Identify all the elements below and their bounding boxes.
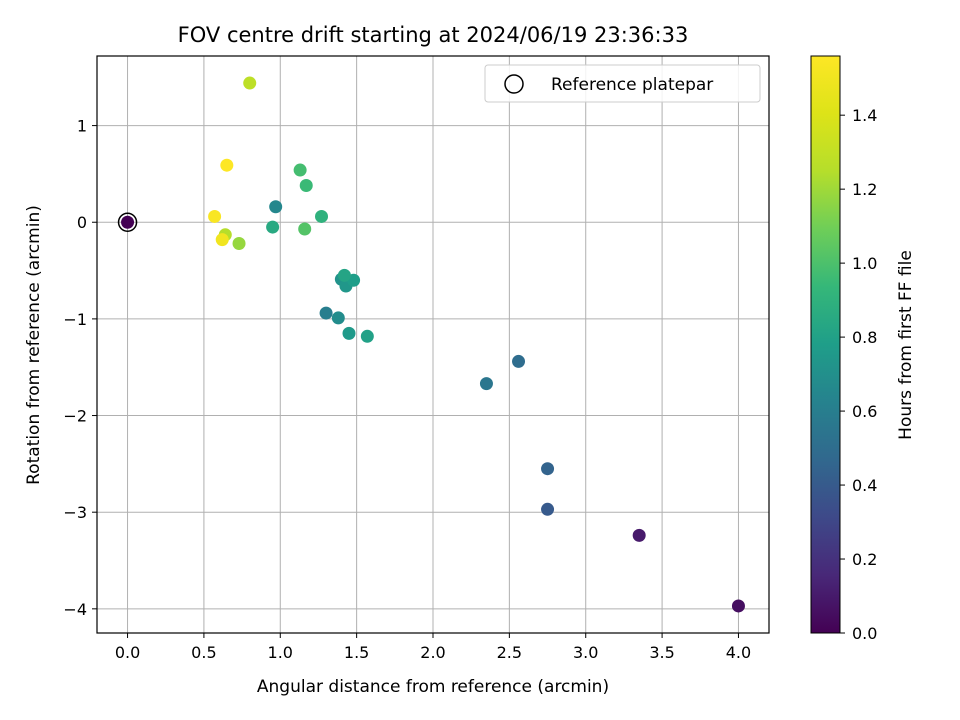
colorbar-tick-label: 0.2 — [852, 550, 877, 569]
colorbar — [810, 55, 841, 634]
data-point — [266, 220, 280, 234]
data-point — [632, 528, 646, 542]
colorbar-tick-label: 0.6 — [852, 402, 877, 421]
data-point — [243, 76, 257, 90]
x-tick-label: 2.5 — [497, 643, 522, 662]
legend-marker — [504, 74, 524, 94]
chart-title: FOV centre drift starting at 2024/06/19 … — [178, 23, 689, 47]
reference-marker — [117, 212, 138, 232]
y-tick-label: −1 — [63, 310, 87, 329]
data-point — [232, 237, 246, 251]
colorbar-ticks: 0.0 0.2 0.4 0.6 0.8 1.0 1.2 1.4 — [840, 106, 877, 643]
colorbar-tick-label: 1.4 — [852, 106, 877, 125]
data-point — [337, 268, 351, 282]
data-point — [215, 233, 229, 247]
colorbar-tick-label: 1.2 — [852, 180, 877, 199]
data-point — [299, 179, 313, 193]
data-point — [293, 163, 307, 177]
y-tick-label: −4 — [63, 600, 87, 619]
data-point — [298, 222, 312, 236]
legend: Reference platepar — [484, 64, 761, 103]
colorbar-tick-label: 0.4 — [852, 476, 877, 495]
legend-entry: Reference platepar — [551, 75, 713, 95]
x-tick-label: 3.5 — [649, 643, 674, 662]
data-points — [121, 76, 745, 613]
y-axis-label: Rotation from reference (arcmin) — [24, 205, 44, 485]
data-point — [360, 329, 374, 343]
colorbar-label: Hours from first FF file — [896, 250, 916, 440]
data-point — [731, 599, 745, 613]
y-tick-label: −3 — [63, 503, 87, 522]
x-axis-label: Angular distance from reference (arcmin) — [257, 677, 609, 697]
x-tick-label: 3.0 — [573, 643, 598, 662]
data-point — [220, 158, 234, 172]
data-point — [512, 354, 526, 368]
data-point — [541, 462, 555, 476]
x-tick-label: 0.5 — [191, 643, 216, 662]
data-point — [121, 215, 135, 229]
data-point — [319, 306, 333, 320]
x-tick-label: 0.0 — [115, 643, 140, 662]
y-axis-ticks: 1 0 −1 −2 −3 −4 — [63, 117, 97, 619]
data-point — [342, 326, 356, 340]
colorbar-tick-label: 1.0 — [852, 254, 877, 273]
y-tick-label: 1 — [77, 117, 87, 136]
data-point — [479, 377, 493, 391]
data-point — [541, 502, 555, 516]
legend-box — [484, 64, 761, 103]
data-point — [315, 209, 329, 223]
x-tick-label: 2.0 — [420, 643, 445, 662]
data-point — [269, 200, 283, 214]
data-point — [208, 209, 222, 223]
y-tick-label: −2 — [63, 407, 87, 426]
x-tick-label: 1.5 — [344, 643, 369, 662]
data-point — [331, 311, 345, 325]
colorbar-tick-label: 0.8 — [852, 328, 877, 347]
y-tick-label: 0 — [77, 213, 87, 232]
colorbar-tick-label: 0.0 — [852, 624, 877, 643]
x-tick-label: 1.0 — [268, 643, 293, 662]
grid-lines — [97, 56, 769, 633]
x-axis-ticks: 0.0 0.5 1.0 1.5 2.0 2.5 3.0 3.5 4.0 — [115, 633, 751, 662]
x-tick-label: 4.0 — [726, 643, 751, 662]
